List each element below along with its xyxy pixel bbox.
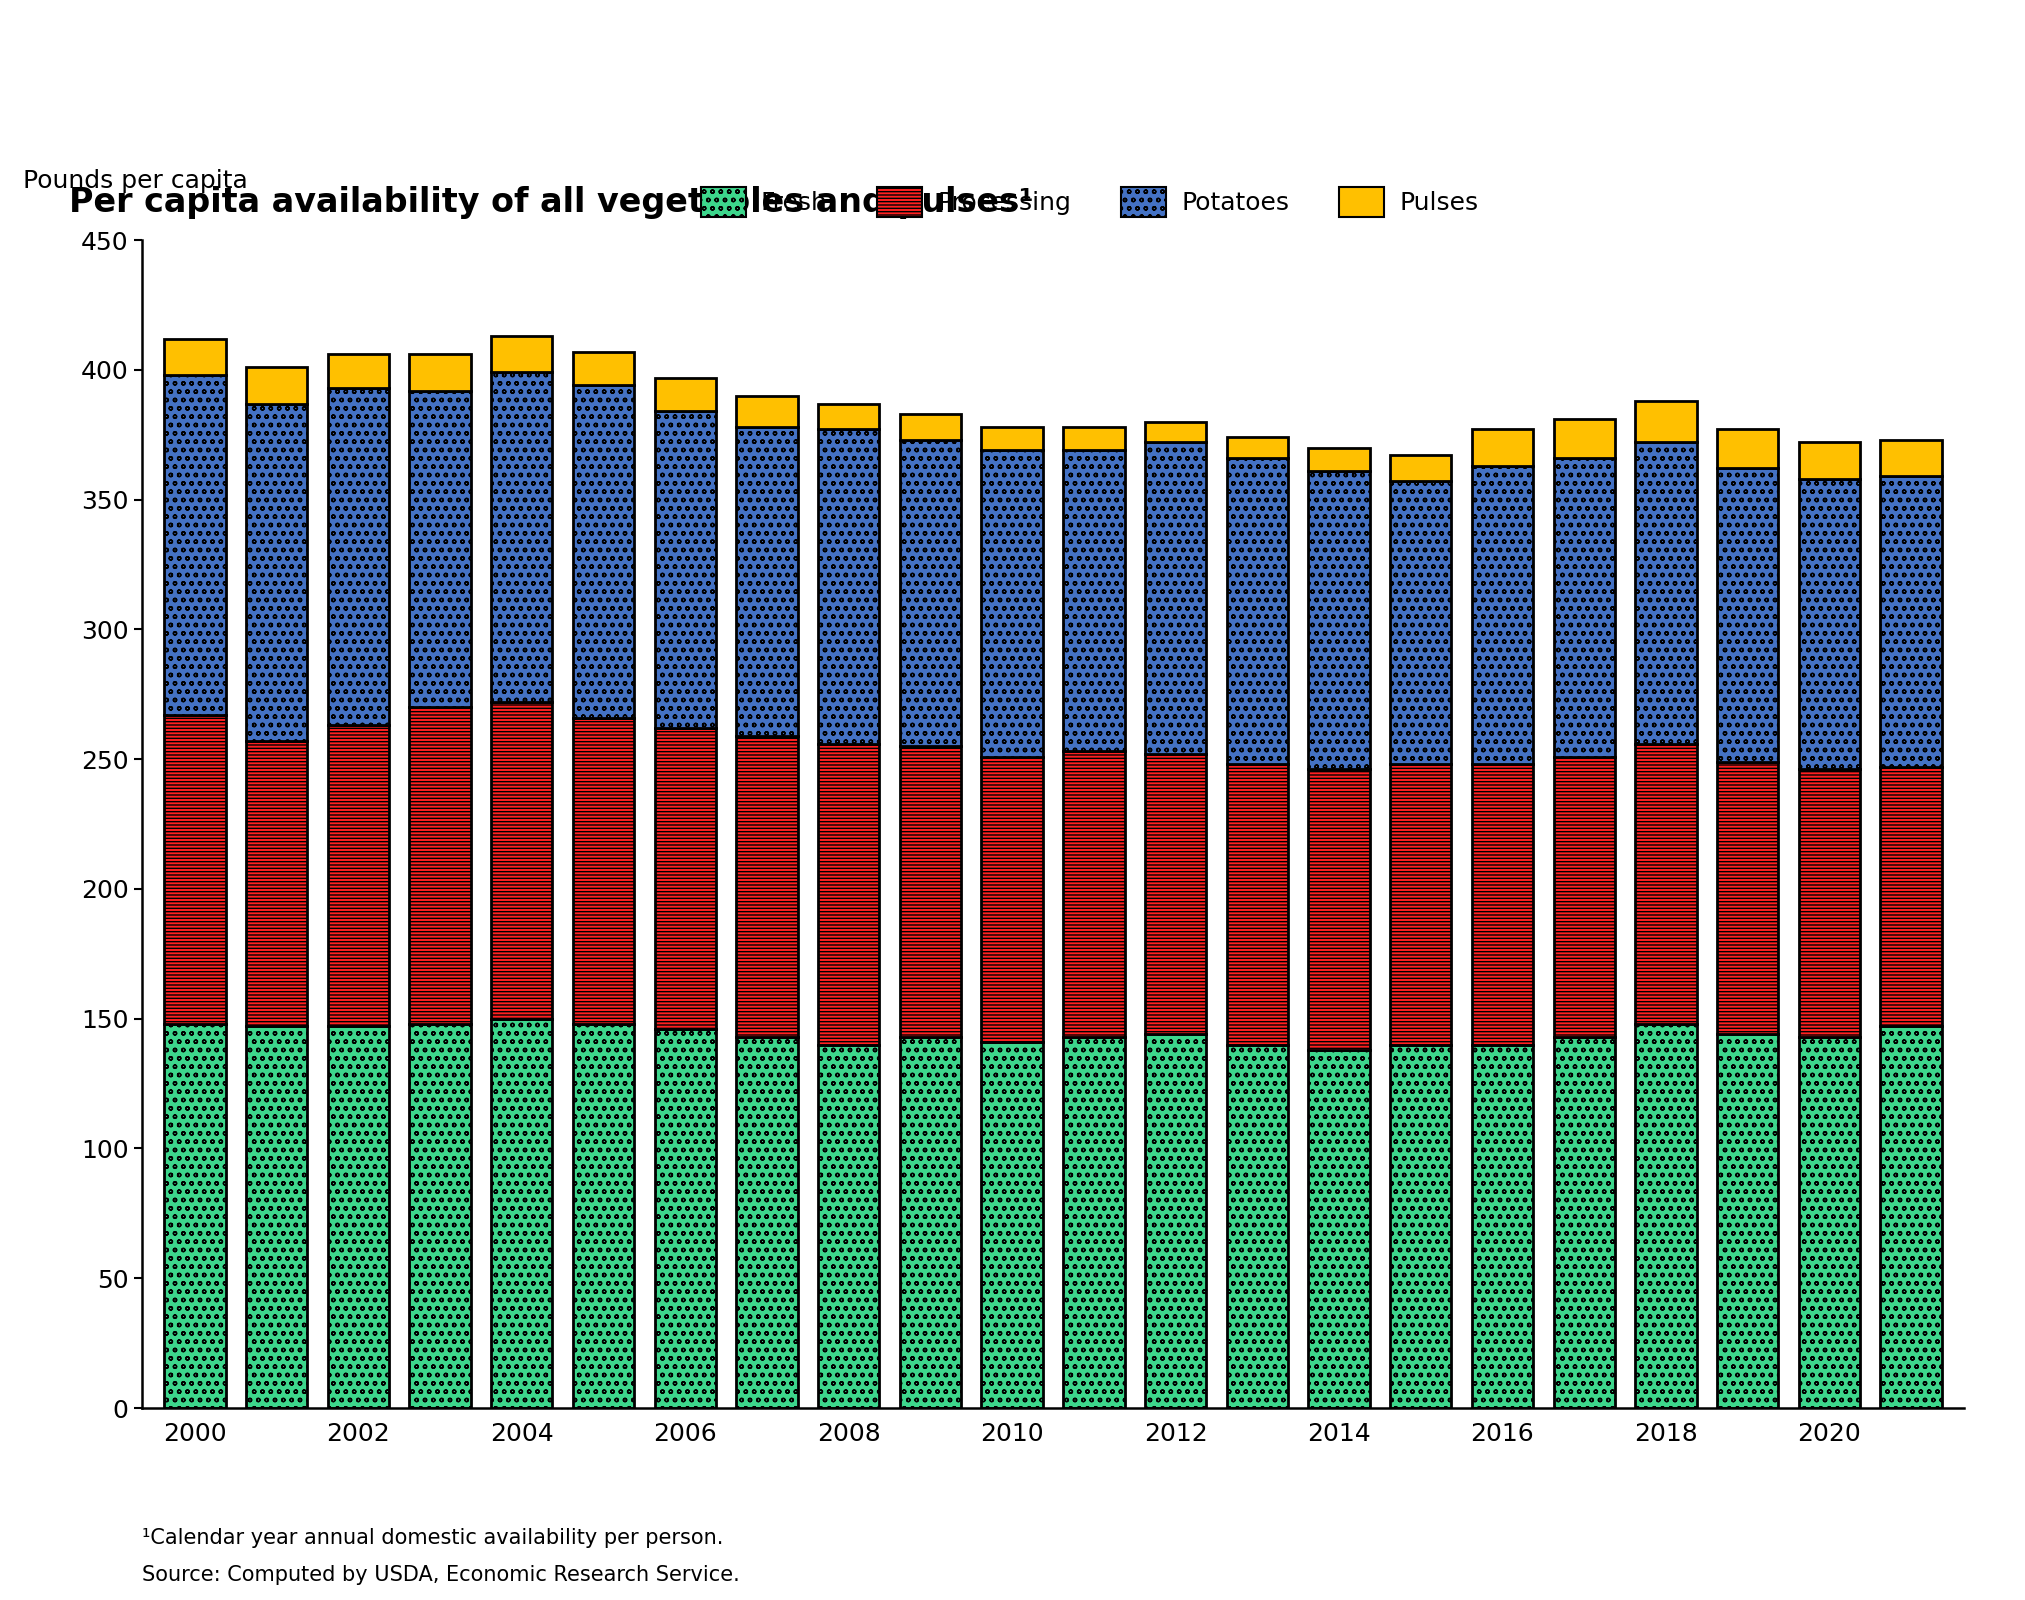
Bar [1717,429,1778,469]
Bar [1472,429,1533,466]
Text: Source: Computed by USDA, Economic Research Service.: Source: Computed by USDA, Economic Resea… [142,1565,739,1584]
Bar [899,1037,962,1408]
Bar [1798,478,1861,770]
Bar [1798,770,1861,1037]
Bar [899,440,962,746]
Bar [1144,1034,1207,1408]
Bar [492,702,553,1019]
Bar [1308,448,1369,470]
Bar [164,715,225,1024]
Bar [737,1037,798,1408]
Legend: Fresh, Processing, Potatoes, Pulses: Fresh, Processing, Potatoes, Pulses [691,176,1488,227]
Bar [1308,470,1369,770]
Bar [1472,1045,1533,1408]
Bar [1881,1027,1942,1408]
Bar [654,411,717,728]
Text: Pounds per capita: Pounds per capita [22,170,247,194]
Bar [654,378,717,411]
Bar [409,354,470,390]
Bar [573,352,634,386]
Bar [328,387,389,725]
Bar [1553,458,1614,757]
Bar [1063,752,1124,1037]
Bar [1308,770,1369,1050]
Bar [1717,762,1778,1034]
Bar [492,373,553,702]
Bar [1389,1045,1452,1408]
Bar [328,1027,389,1408]
Bar [1798,1037,1861,1408]
Bar [1472,466,1533,765]
Bar [164,339,225,374]
Bar [1308,1050,1369,1408]
Bar [1881,477,1942,766]
Bar [1063,1037,1124,1408]
Bar [1636,1024,1697,1408]
Bar [1144,443,1207,754]
Bar [245,741,308,1027]
Bar [1798,443,1861,478]
Bar [1144,754,1207,1034]
Bar [245,1027,308,1408]
Bar [899,746,962,1037]
Bar [899,414,962,440]
Bar [245,366,308,403]
Text: Per capita availability of all vegetables and pulses¹: Per capita availability of all vegetable… [69,186,1033,219]
Bar [654,728,717,1029]
Bar [1144,422,1207,443]
Bar [1227,437,1288,458]
Bar [1472,765,1533,1045]
Bar [1636,402,1697,443]
Bar [1636,744,1697,1024]
Bar [737,427,798,736]
Bar [982,450,1043,757]
Bar [164,1024,225,1408]
Bar [737,736,798,1037]
Bar [1881,766,1942,1027]
Bar [409,390,470,707]
Bar [328,725,389,1027]
Bar [492,336,553,373]
Bar [573,1024,634,1408]
Bar [573,386,634,717]
Bar [982,427,1043,450]
Bar [818,429,879,744]
Bar [573,717,634,1024]
Bar [1063,450,1124,752]
Bar [982,757,1043,1042]
Bar [1636,443,1697,744]
Bar [1227,458,1288,765]
Bar [1063,427,1124,450]
Bar [818,744,879,1045]
Bar [1553,419,1614,458]
Text: ¹Calendar year annual domestic availability per person.: ¹Calendar year annual domestic availabil… [142,1528,723,1549]
Bar [1227,765,1288,1045]
Bar [818,403,879,429]
Bar [818,1045,879,1408]
Bar [164,374,225,715]
Bar [1389,482,1452,765]
Bar [1389,765,1452,1045]
Bar [1717,469,1778,762]
Bar [1881,440,1942,477]
Bar [328,354,389,387]
Bar [737,395,798,427]
Bar [1553,1037,1614,1408]
Bar [1227,1045,1288,1408]
Bar [1717,1034,1778,1408]
Bar [1389,456,1452,482]
Bar [654,1029,717,1408]
Bar [409,1024,470,1408]
Bar [245,403,308,741]
Bar [492,1019,553,1408]
Bar [409,707,470,1024]
Bar [1553,757,1614,1037]
Bar [982,1042,1043,1408]
